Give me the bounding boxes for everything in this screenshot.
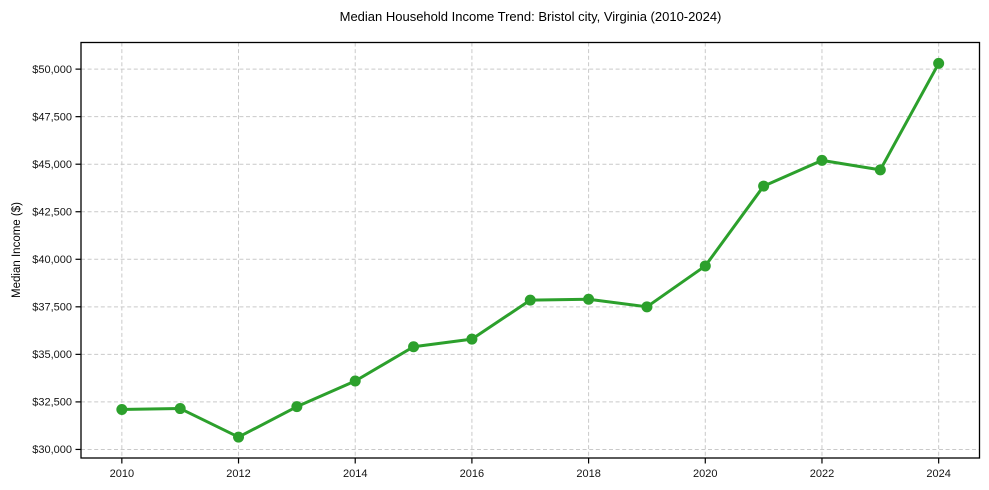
x-tick-label: 2014 (343, 468, 367, 480)
data-point-2014 (349, 375, 361, 387)
y-tick-label: $32,500 (32, 397, 72, 409)
data-point-2011 (174, 403, 186, 415)
x-tick-label: 2022 (810, 468, 834, 480)
y-tick-label: $50,000 (32, 64, 72, 76)
y-tick-label: $35,000 (32, 349, 72, 361)
data-point-2010 (116, 404, 128, 416)
data-point-2021 (758, 180, 770, 192)
trend-line (120, 61, 941, 439)
x-tick-label: 2016 (460, 468, 484, 480)
y-tick-label: $45,000 (32, 159, 72, 171)
data-point-2022 (816, 154, 828, 166)
x-tick-label: 2010 (110, 468, 134, 480)
data-point-2017 (524, 294, 536, 306)
data-point-2018 (583, 293, 595, 305)
y-tick-label: $47,500 (32, 111, 72, 123)
plot-border (80, 41, 981, 459)
y-tick-label: $42,500 (32, 207, 72, 219)
data-point-2015 (408, 341, 420, 353)
y-tick-label: $30,000 (32, 444, 72, 456)
x-tick-label: 2024 (926, 468, 950, 480)
data-point-2016 (466, 333, 478, 345)
x-tick-label: 2012 (226, 468, 250, 480)
x-tick-label: 2020 (693, 468, 717, 480)
data-point-2023 (874, 164, 886, 176)
data-point-2012 (233, 431, 245, 443)
x-tick-label: 2018 (576, 468, 600, 480)
data-point-2013 (291, 401, 303, 413)
y-tick-label: $37,500 (32, 302, 72, 314)
data-point-2020 (699, 260, 711, 272)
data-point-2024 (933, 57, 945, 69)
data-point-2019 (641, 301, 653, 313)
y-tick-label: $40,000 (32, 254, 72, 266)
chart-title: Median Household Income Trend: Bristol c… (339, 9, 722, 24)
